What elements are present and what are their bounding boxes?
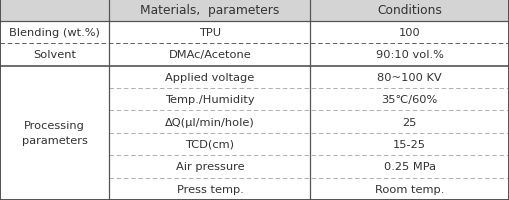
Text: 80~100 KV: 80~100 KV [378,72,442,82]
Text: Conditions: Conditions [377,4,442,17]
Text: 90:10 vol.%: 90:10 vol.% [376,50,444,60]
Text: 15-25: 15-25 [393,139,426,149]
Text: Processing
parameters: Processing parameters [22,121,88,145]
Text: Air pressure: Air pressure [176,162,244,172]
Text: Room temp.: Room temp. [375,184,444,194]
Text: Temp./Humidity: Temp./Humidity [165,95,255,105]
Text: ΔQ(μl/min/hole): ΔQ(μl/min/hole) [165,117,255,127]
Text: 35℃/60%: 35℃/60% [382,95,438,105]
Text: Blending (wt.%): Blending (wt.%) [9,28,100,38]
Text: TCD(cm): TCD(cm) [185,139,235,149]
Text: Materials,  parameters: Materials, parameters [140,4,279,17]
Text: 25: 25 [403,117,417,127]
Text: DMAc/Acetone: DMAc/Acetone [168,50,251,60]
Text: TPU: TPU [199,28,221,38]
Text: 100: 100 [399,28,420,38]
Text: Press temp.: Press temp. [177,184,243,194]
Text: Applied voltage: Applied voltage [165,72,254,82]
Bar [0,0,509,22]
Text: Solvent: Solvent [33,50,76,60]
Text: 0.25 MPa: 0.25 MPa [384,162,436,172]
